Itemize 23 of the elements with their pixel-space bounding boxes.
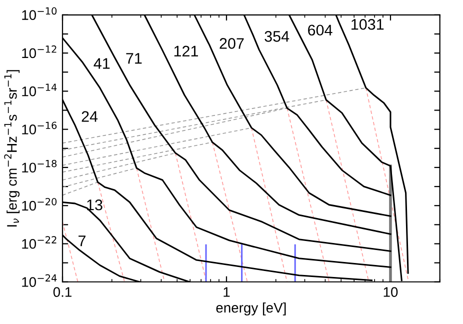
series-label: 41 — [94, 58, 110, 69]
series-label: 71 — [126, 53, 142, 64]
x-tick-label: 10 — [384, 287, 398, 297]
y-tick-label: 10$^{−10}$ — [22, 7, 57, 20]
x-axis-title: energy [eV] — [216, 302, 286, 316]
y-tick-label: 10$^{−14}$ — [22, 84, 57, 96]
y-tick-label: 10$^{−22}$ — [22, 236, 56, 249]
text: I$_{ν}$ [erg cm$^{−2}$Hz$^{−1}$s$^{−1}$sr$^{−1}$] — [4, 70, 20, 226]
x-tick-label: 1 — [224, 287, 230, 297]
series-label: 121 — [174, 46, 198, 56]
legend-label: 1031 — [352, 18, 384, 30]
series-label: 7 — [78, 236, 86, 246]
legend-label: 207 — [220, 38, 244, 49]
legend-label: 354 — [264, 31, 290, 42]
x-tick-label: 0.1 — [53, 287, 72, 297]
legend-label: 604 — [308, 24, 332, 36]
y-tick-label: 10$^{−16}$ — [22, 122, 57, 134]
y-tick-label: 10$^{−24}$ — [22, 274, 57, 287]
y-tick-label: 10$^{−12}$ — [22, 45, 56, 58]
y-tick-label: 10$^{−20}$ — [22, 198, 57, 211]
series-label: 24 — [82, 111, 98, 122]
y-tick-label: 10$^{−18}$ — [22, 160, 57, 173]
series-label: 13 — [87, 199, 102, 210]
